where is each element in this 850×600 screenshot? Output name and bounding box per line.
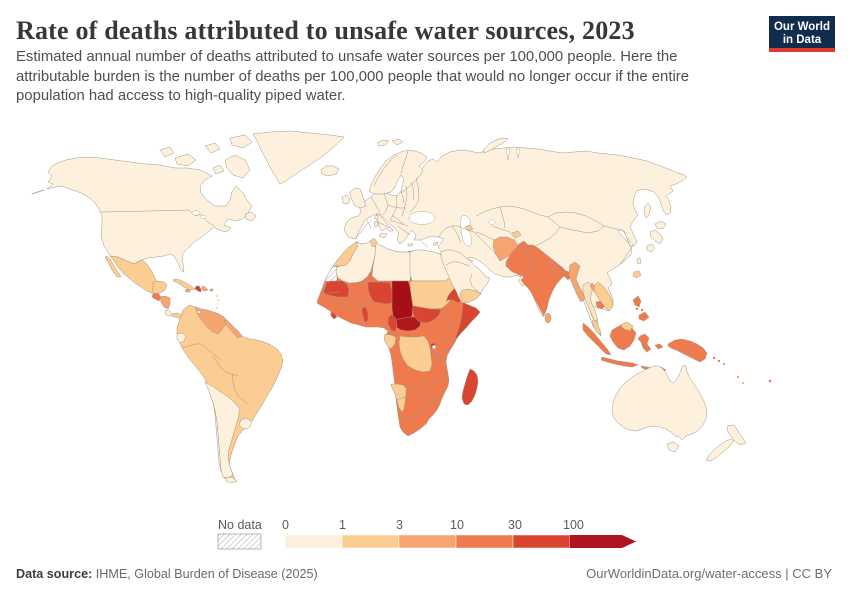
svg-text:1: 1 bbox=[339, 518, 346, 532]
svg-text:100: 100 bbox=[563, 518, 584, 532]
svg-text:No data: No data bbox=[218, 518, 262, 532]
svg-text:3: 3 bbox=[396, 518, 403, 532]
svg-text:OurWorldinData.org/water-acces: OurWorldinData.org/water-access | CC BY bbox=[586, 566, 832, 581]
svg-text:Data source: IHME, Global Burd: Data source: IHME, Global Burden of Dise… bbox=[16, 567, 318, 581]
svg-text:0: 0 bbox=[282, 518, 289, 532]
svg-text:10: 10 bbox=[450, 518, 464, 532]
svg-text:30: 30 bbox=[508, 518, 522, 532]
